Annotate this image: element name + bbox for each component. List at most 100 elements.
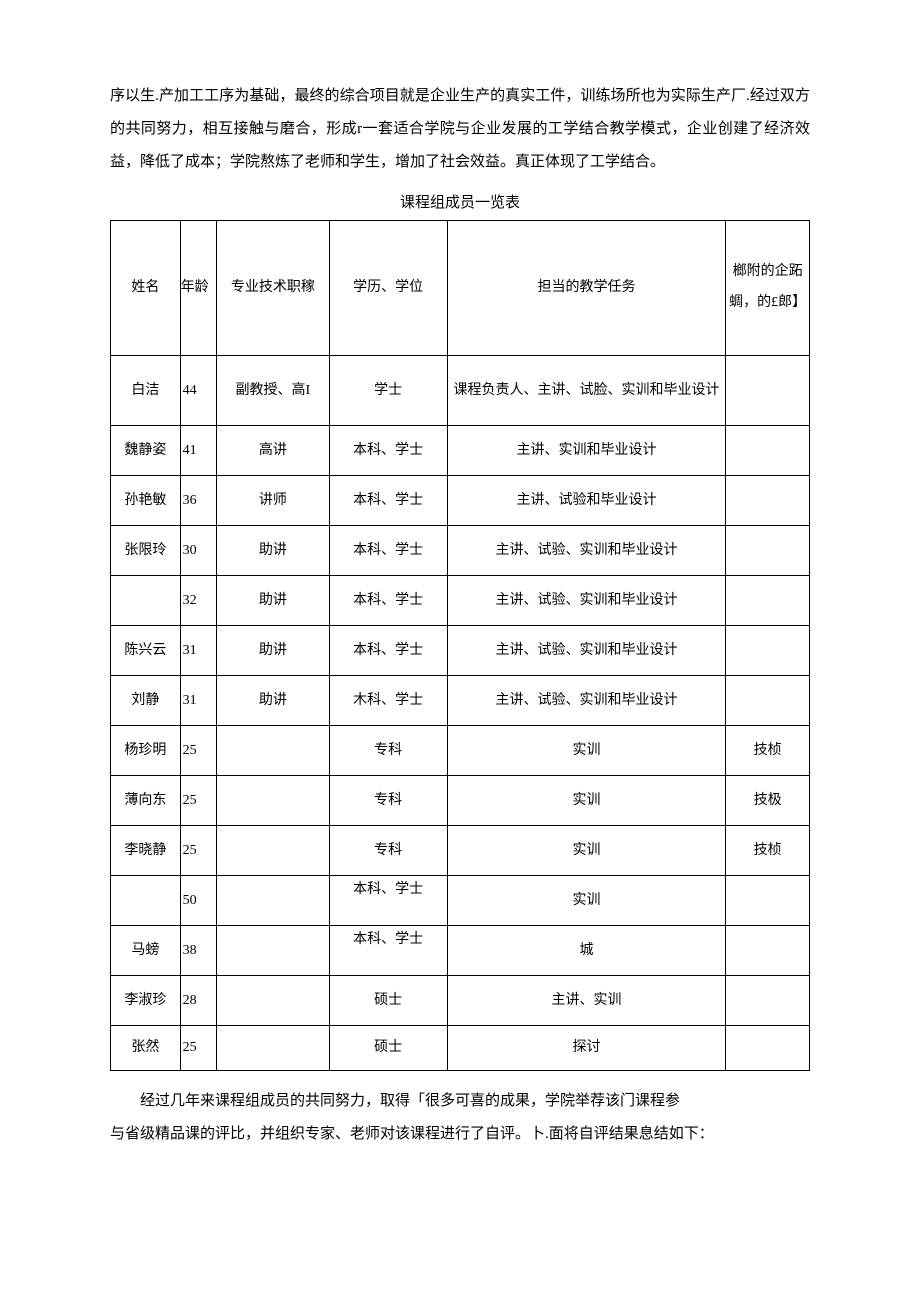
cell-edu: 本科、学士	[329, 476, 447, 526]
cell-name: 陈兴云	[111, 626, 181, 676]
footer-line-2: 与省级精品课的评比，并组织专家、老师对该课程进行了自评。卜.面将自评结果息结如下…	[110, 1118, 810, 1151]
cell-company	[726, 426, 810, 476]
cell-name: 孙艳敏	[111, 476, 181, 526]
cell-age: 31	[180, 626, 216, 676]
col-header-age: 年龄	[180, 221, 216, 356]
cell-edu: 本科、学士	[329, 426, 447, 476]
cell-task: 主讲、实训和毕业设计	[447, 426, 726, 476]
cell-age: 28	[180, 976, 216, 1026]
cell-task: 主讲、试验、实训和毕业设计	[447, 576, 726, 626]
cell-title: 副教授、高I	[217, 356, 330, 426]
cell-age: 50	[180, 876, 216, 926]
cell-age: 25	[180, 1026, 216, 1071]
table-row: 刘静31助讲木科、学士主讲、试验、实训和毕业设计	[111, 676, 810, 726]
cell-edu: 木科、学士	[329, 676, 447, 726]
cell-title: 讲师	[217, 476, 330, 526]
table-row: 32助讲本科、学士主讲、试验、实训和毕业设计	[111, 576, 810, 626]
cell-company	[726, 576, 810, 626]
cell-task: 探讨	[447, 1026, 726, 1071]
cell-name: 魏静姿	[111, 426, 181, 476]
table-row: 薄向东25专科实训技极	[111, 776, 810, 826]
cell-title	[217, 876, 330, 926]
cell-task: 主讲、试验、实训和毕业设计	[447, 626, 726, 676]
cell-edu: 本科、学士	[329, 876, 447, 926]
cell-age: 30	[180, 526, 216, 576]
cell-task: 主讲、试验、实训和毕业设计	[447, 526, 726, 576]
table-row: 张限玲30助讲本科、学士主讲、试验、实训和毕业设计	[111, 526, 810, 576]
cell-name: 李淑珍	[111, 976, 181, 1026]
table-row: 陈兴云31助讲本科、学士主讲、试验、实训和毕业设计	[111, 626, 810, 676]
cell-age: 25	[180, 776, 216, 826]
cell-age: 25	[180, 726, 216, 776]
cell-edu: 本科、学士	[329, 926, 447, 976]
cell-title	[217, 976, 330, 1026]
cell-company	[726, 976, 810, 1026]
table-row: 李晓静25 专科实训技桢	[111, 826, 810, 876]
cell-title: 助讲	[217, 626, 330, 676]
cell-age: 41	[180, 426, 216, 476]
cell-title: 高讲	[217, 426, 330, 476]
cell-age: 25	[180, 826, 216, 876]
cell-title: 助讲	[217, 676, 330, 726]
cell-edu: 本科、学士	[329, 526, 447, 576]
cell-name	[111, 576, 181, 626]
col-header-title: 专业技术职稼	[217, 221, 330, 356]
cell-name: 李晓静	[111, 826, 181, 876]
cell-task: 实训	[447, 726, 726, 776]
table-header-row: 姓名 年龄 专业技术职稼 学历、学位 担当的教学任务 榔附的企跖蜩，的£郎】	[111, 221, 810, 356]
cell-company: 技桢	[726, 726, 810, 776]
cell-task: 实训	[447, 776, 726, 826]
cell-task: 实训	[447, 826, 726, 876]
cell-company	[726, 476, 810, 526]
cell-edu: 硕士	[329, 1026, 447, 1071]
cell-edu: 本科、学士	[329, 626, 447, 676]
cell-title	[217, 726, 330, 776]
cell-age: 44	[180, 356, 216, 426]
cell-task: 实训	[447, 876, 726, 926]
col-header-company: 榔附的企跖蜩，的£郎】	[726, 221, 810, 356]
cell-title: 助讲	[217, 576, 330, 626]
table-row: 李淑珍28硕士主讲、实训	[111, 976, 810, 1026]
cell-company	[726, 356, 810, 426]
cell-title	[217, 776, 330, 826]
cell-edu: 本科、学士	[329, 576, 447, 626]
cell-name: 张然	[111, 1026, 181, 1071]
table-title: 课程组成员一览表	[110, 191, 810, 212]
cell-title: 助讲	[217, 526, 330, 576]
cell-task: 主讲、试验、实训和毕业设计	[447, 676, 726, 726]
col-header-task: 担当的教学任务	[447, 221, 726, 356]
table-row: 白洁44副教授、高I学士课程负责人、主讲、试脸、实训和毕业设计	[111, 356, 810, 426]
table-row: 马螃38本科、学士城	[111, 926, 810, 976]
cell-name	[111, 876, 181, 926]
cell-edu: 专科	[329, 726, 447, 776]
cell-task: 课程负责人、主讲、试脸、实训和毕业设计	[447, 356, 726, 426]
cell-company	[726, 626, 810, 676]
cell-company	[726, 1026, 810, 1071]
members-table: 姓名 年龄 专业技术职稼 学历、学位 担当的教学任务 榔附的企跖蜩，的£郎】 白…	[110, 220, 810, 1071]
cell-title	[217, 1026, 330, 1071]
table-row: 张然25 硕士探讨	[111, 1026, 810, 1071]
table-row: 孙艳敏36讲师本科、学士主讲、试验和毕业设计	[111, 476, 810, 526]
cell-company	[726, 876, 810, 926]
cell-name: 白洁	[111, 356, 181, 426]
cell-task: 主讲、实训	[447, 976, 726, 1026]
cell-name: 张限玲	[111, 526, 181, 576]
cell-task: 主讲、试验和毕业设计	[447, 476, 726, 526]
table-row: 50 本科、学士实训	[111, 876, 810, 926]
intro-paragraph: 序以生.产加工工序为基础，最终的综合项目就是企业生产的真实工件，训练场所也为实际…	[110, 80, 810, 179]
cell-company: 技桢	[726, 826, 810, 876]
cell-edu: 专科	[329, 776, 447, 826]
cell-age: 32	[180, 576, 216, 626]
cell-title	[217, 826, 330, 876]
cell-edu: 专科	[329, 826, 447, 876]
cell-name: 马螃	[111, 926, 181, 976]
cell-task: 城	[447, 926, 726, 976]
cell-title	[217, 926, 330, 976]
cell-company	[726, 676, 810, 726]
cell-company	[726, 526, 810, 576]
cell-name: 刘静	[111, 676, 181, 726]
footer-paragraph: 经过几年来课程组成员的共同努力，取得「很多可喜的成果，学院举荐该门课程参 与省级…	[110, 1085, 810, 1151]
footer-line-1: 经过几年来课程组成员的共同努力，取得「很多可喜的成果，学院举荐该门课程参	[110, 1085, 810, 1118]
col-header-name: 姓名	[111, 221, 181, 356]
cell-age: 31	[180, 676, 216, 726]
